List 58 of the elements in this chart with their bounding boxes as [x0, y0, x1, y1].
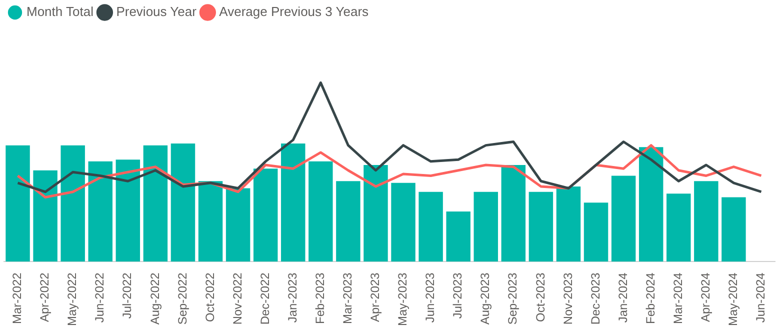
x-tick-label: Sep-2022: [175, 272, 190, 325]
x-tick-label: Aug-2022: [148, 272, 162, 325]
bar: [501, 165, 526, 262]
bar: [584, 202, 608, 262]
x-tick-label: Dec-2023: [588, 272, 602, 325]
legend-label: Average Previous 3 Years: [219, 4, 370, 20]
x-tick-label: Jan-2023: [285, 272, 300, 323]
bar: [143, 145, 168, 262]
x-tick-label: Jun-2023: [423, 272, 438, 323]
x-tick-label: Jun-2024: [754, 272, 768, 323]
bar: [418, 192, 443, 262]
x-tick-label: Feb-2024: [643, 272, 658, 324]
x-tick-label: May-2022: [65, 272, 80, 326]
bar: [528, 192, 554, 262]
bar: [6, 145, 30, 262]
x-tick-label: Feb-2023: [312, 272, 327, 324]
bar: [446, 212, 470, 262]
bar: [364, 165, 388, 262]
x-tick-label: Aug-2023: [478, 272, 492, 325]
x-tick-label: Oct-2022: [202, 272, 217, 322]
bar: [116, 160, 140, 262]
bar: [474, 192, 498, 262]
bar: [60, 145, 85, 262]
x-tick-label: Jul-2022: [120, 272, 134, 319]
x-tick-label: Apr-2023: [368, 272, 382, 322]
x-tick-label: Mar-2023: [340, 272, 355, 324]
bar: [226, 188, 250, 262]
x-tick-label: Apr-2024: [698, 272, 712, 322]
bar: [88, 161, 112, 262]
bar: [556, 186, 581, 262]
x-tick-label: Jul-2023: [450, 272, 465, 319]
bar: [638, 147, 664, 262]
bar: [722, 197, 746, 262]
x-tick-label: Dec-2022: [258, 272, 272, 325]
x-tick-label: Oct-2023: [533, 272, 548, 322]
x-tick-label: Mar-2022: [10, 272, 24, 324]
bar: [336, 181, 360, 262]
bar: [281, 144, 306, 262]
bar: [253, 168, 278, 262]
bar: [666, 194, 691, 262]
x-tick-label: Nov-2023: [560, 272, 575, 325]
x-tick-label: Nov-2022: [230, 272, 244, 325]
legend-label: Previous Year: [116, 4, 198, 20]
bar: [170, 144, 196, 262]
bar: [33, 170, 58, 262]
bar: [694, 181, 718, 262]
x-tick-label: Sep-2023: [506, 272, 520, 325]
bar: [198, 181, 223, 262]
x-tick-label: Jun-2022: [92, 272, 107, 323]
x-tick-label: Mar-2024: [670, 272, 685, 324]
x-tick-label: Jan-2024: [616, 272, 630, 323]
bar: [611, 176, 636, 262]
bar: [308, 161, 333, 262]
x-tick-label: May-2024: [726, 272, 740, 326]
x-tick-label: May-2023: [396, 272, 410, 326]
x-tick-label: Apr-2022: [38, 272, 52, 322]
legend-label: Month Total: [26, 4, 94, 20]
bar: [391, 182, 416, 262]
